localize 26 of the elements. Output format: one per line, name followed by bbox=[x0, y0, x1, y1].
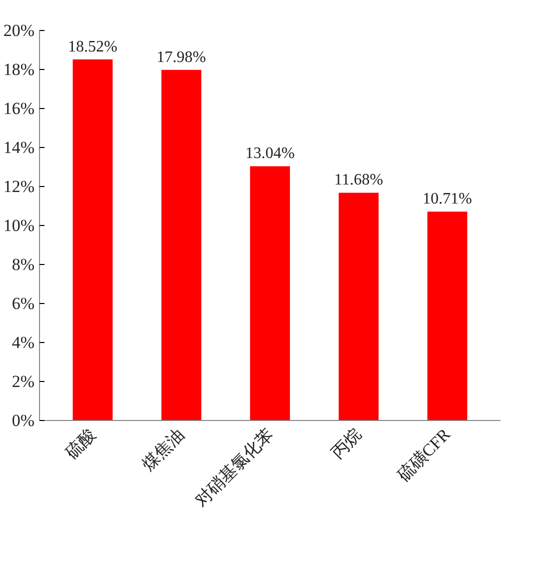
y-tick-label: 20% bbox=[3, 21, 35, 40]
x-tick-label: 硫磺CFR bbox=[394, 424, 454, 485]
x-tick-label: 煤焦油 bbox=[138, 424, 188, 474]
data-label: 17.98% bbox=[156, 48, 206, 66]
bar bbox=[72, 59, 113, 420]
bar bbox=[161, 70, 202, 420]
data-label: 10.71% bbox=[422, 190, 472, 208]
y-tick-label: 6% bbox=[12, 294, 35, 313]
y-tick-label: 10% bbox=[3, 216, 35, 235]
data-label: 18.52% bbox=[68, 38, 118, 56]
x-tick-label: 对硝基氯化苯 bbox=[191, 424, 277, 510]
y-tick-label: 14% bbox=[3, 138, 35, 157]
x-tick-label: 硫酸 bbox=[62, 424, 100, 462]
data-label: 13.04% bbox=[245, 145, 295, 162]
y-tick-label: 8% bbox=[12, 255, 35, 274]
data-label: 11.68% bbox=[334, 172, 384, 189]
bar bbox=[427, 212, 468, 420]
x-tick-label: 丙烷 bbox=[328, 424, 366, 462]
y-tick-label: 2% bbox=[12, 372, 35, 391]
y-tick-label: 16% bbox=[3, 99, 35, 118]
bar bbox=[250, 166, 290, 420]
y-tick-label: 12% bbox=[3, 177, 35, 196]
y-tick-label: 18% bbox=[3, 60, 35, 79]
bar bbox=[338, 192, 379, 420]
y-tick-label: 0% bbox=[12, 411, 35, 430]
y-tick-label: 4% bbox=[12, 333, 35, 352]
